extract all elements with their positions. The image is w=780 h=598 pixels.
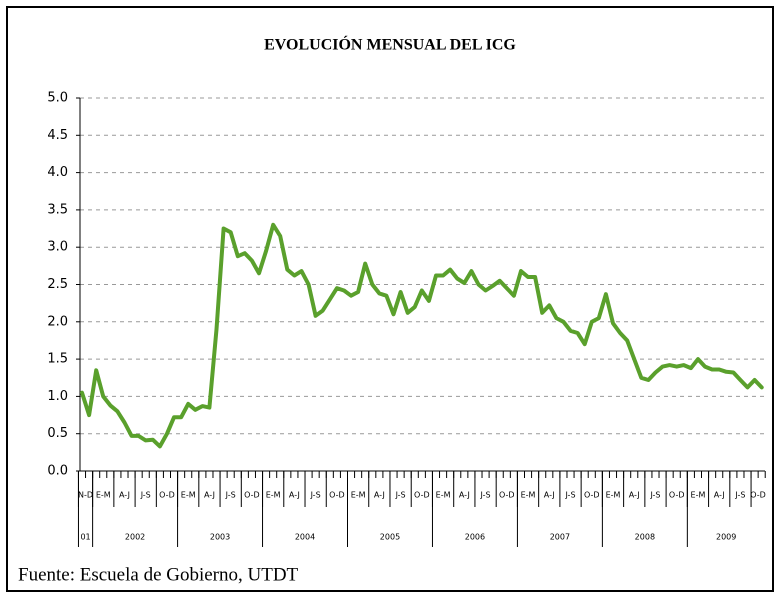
quarter-label: E-M	[351, 491, 366, 500]
year-label: 2003	[210, 533, 230, 542]
quarter-label: E-M	[181, 491, 196, 500]
y-tick-label: 4.0	[47, 165, 68, 180]
year-label: 2009	[716, 533, 736, 542]
chart-title: EVOLUCIÓN MENSUAL DEL ICG	[264, 35, 516, 54]
y-tick-label: 2.5	[47, 277, 68, 292]
quarter-label: A-J	[374, 491, 385, 500]
quarter-label: E-M	[521, 491, 536, 500]
quarter-label: O-D	[159, 491, 175, 500]
quarter-label: O-D	[750, 491, 766, 500]
quarter-label: N-D	[78, 491, 93, 500]
y-tick-label: 4.5	[47, 128, 68, 143]
quarter-label: A-J	[459, 491, 470, 500]
quarter-label: J-S	[734, 491, 745, 500]
source-note: Fuente: Escuela de Gobierno, UTDT	[18, 564, 299, 585]
quarter-label: J-S	[649, 491, 660, 500]
quarter-label: A-J	[714, 491, 725, 500]
quarter-label: O-D	[584, 491, 600, 500]
quarter-label: O-D	[499, 491, 515, 500]
quarter-label: E-M	[436, 491, 451, 500]
y-tick-label: 1.0	[47, 389, 68, 404]
year-label: 2008	[635, 533, 655, 542]
year-label: 2005	[380, 533, 400, 542]
year-label: 2004	[295, 533, 315, 542]
quarter-label: J-S	[310, 491, 321, 500]
quarter-label: J-S	[225, 491, 236, 500]
quarter-label: A-J	[629, 491, 640, 500]
year-label: 2006	[465, 533, 485, 542]
quarter-label: E-M	[96, 491, 111, 500]
y-tick-label: 3.0	[47, 240, 68, 255]
year-label: 2002	[125, 533, 145, 542]
quarter-label: A-J	[544, 491, 555, 500]
y-tick-label: 0.5	[47, 426, 68, 441]
quarter-label: E-M	[691, 491, 706, 500]
year-label: 2007	[550, 533, 570, 542]
year-label: 01	[80, 533, 90, 542]
quarter-label: A-J	[289, 491, 300, 500]
quarter-label: J-S	[395, 491, 406, 500]
quarter-label: J-S	[564, 491, 575, 500]
quarter-label: J-S	[140, 491, 151, 500]
quarter-label: A-J	[119, 491, 130, 500]
quarter-label: A-J	[204, 491, 215, 500]
y-tick-label: 0.0	[47, 464, 68, 479]
quarter-label: O-D	[669, 491, 685, 500]
y-tick-label: 3.5	[47, 202, 68, 217]
quarter-label: E-M	[606, 491, 621, 500]
quarter-label: J-S	[480, 491, 491, 500]
y-tick-label: 2.0	[47, 314, 68, 329]
quarter-label: O-D	[414, 491, 430, 500]
y-tick-label: 5.0	[47, 91, 68, 106]
data-line	[80, 222, 764, 449]
y-tick-label: 1.5	[47, 352, 68, 367]
quarter-label: E-M	[266, 491, 281, 500]
quarter-label: O-D	[329, 491, 345, 500]
quarter-label: O-D	[244, 491, 260, 500]
